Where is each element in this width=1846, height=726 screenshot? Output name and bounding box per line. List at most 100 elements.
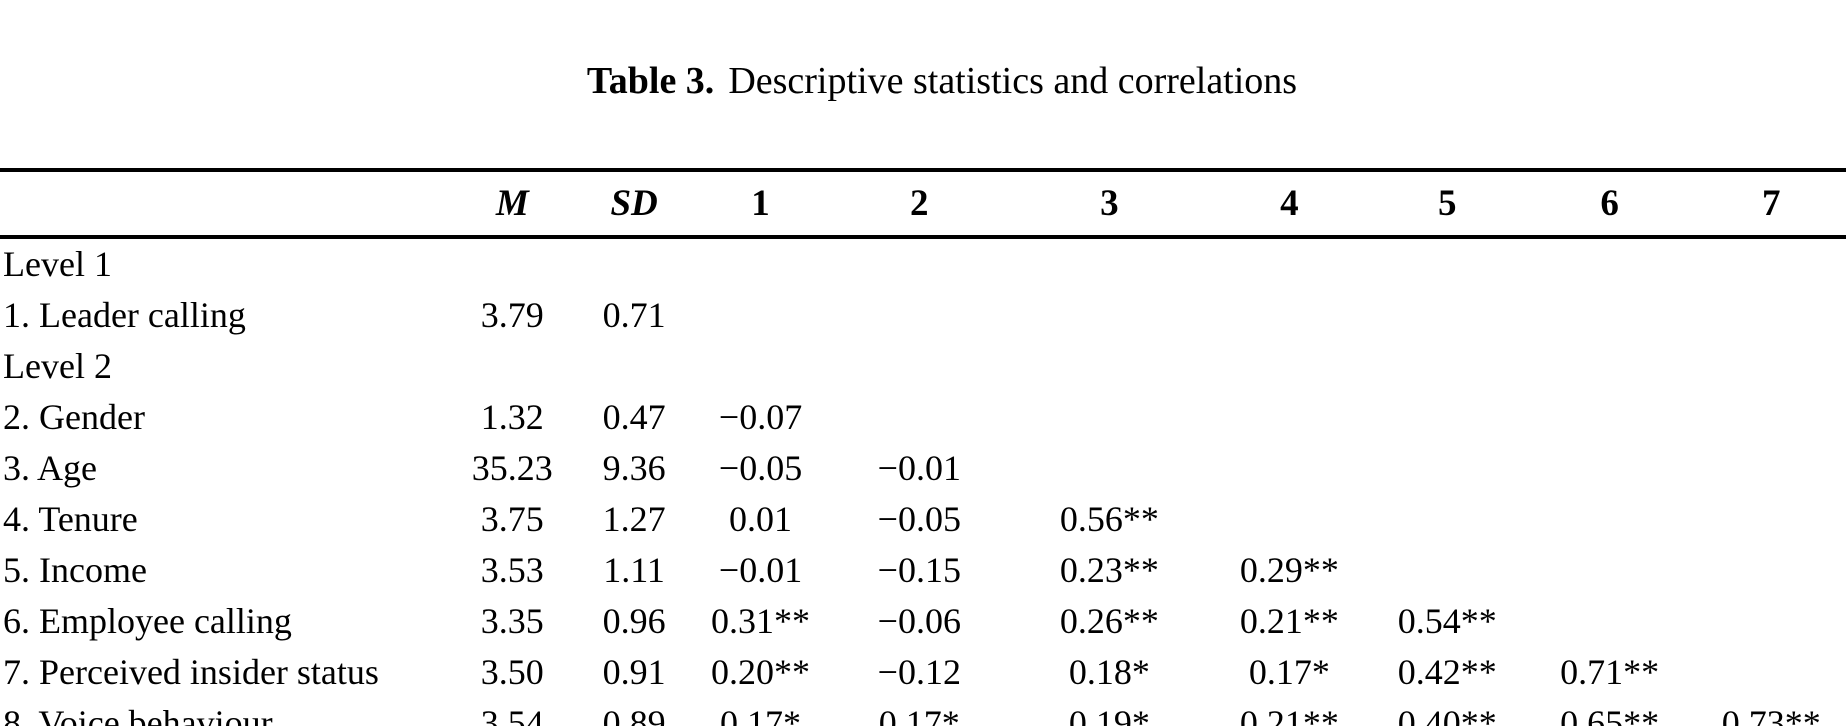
variable-label: 4. Tenure <box>3 499 138 539</box>
value-cell <box>1012 443 1208 494</box>
descriptive-statistics-table: M SD 1 2 3 4 5 6 7 Level 1 1. Leader call… <box>0 168 1846 726</box>
value-cell: −0.01 <box>718 550 803 590</box>
section-label: Level 1 <box>3 244 112 284</box>
value-cell: 3.79 <box>480 295 544 335</box>
value-cell <box>1523 341 1697 392</box>
value-cell <box>1696 392 1846 443</box>
value-cell <box>827 237 1012 290</box>
header-col-6: 6 <box>1600 183 1619 224</box>
value-cell: 0.17* <box>878 703 960 726</box>
table-row: 6. Employee calling 3.35 0.96 0.31** −0.06 0.… <box>0 596 1846 647</box>
value-cell <box>1372 494 1523 545</box>
value-cell <box>1696 341 1846 392</box>
table-row: Level 2 <box>0 341 1846 392</box>
table-row: Level 1 <box>0 237 1846 290</box>
table-row: 2. Gender 1.32 0.47 −0.07 <box>0 392 1846 443</box>
value-cell: −0.05 <box>718 448 803 488</box>
value-cell <box>1523 596 1697 647</box>
value-cell: 0.42** <box>1397 652 1497 692</box>
value-cell: 0.21** <box>1239 601 1339 641</box>
value-cell <box>1012 341 1208 392</box>
value-cell <box>694 341 827 392</box>
value-cell <box>827 392 1012 443</box>
value-cell: 3.53 <box>480 550 544 590</box>
value-cell: 0.17* <box>1248 652 1330 692</box>
table-caption: Table 3. Descriptive statistics and corre… <box>0 6 1846 156</box>
value-cell: −0.12 <box>877 652 961 692</box>
variable-label: 1. Leader calling <box>3 295 246 335</box>
header-empty <box>0 170 450 237</box>
value-cell: 1.27 <box>602 499 666 539</box>
value-cell: 3.75 <box>480 499 544 539</box>
header-row: M SD 1 2 3 4 5 6 7 <box>0 170 1846 237</box>
value-cell: 0.01 <box>729 499 793 539</box>
header-col-5: 5 <box>1437 183 1457 224</box>
value-cell <box>1207 237 1371 290</box>
value-cell <box>827 290 1012 341</box>
value-cell <box>1372 237 1523 290</box>
value-cell: −0.15 <box>877 550 961 590</box>
table-row: 4. Tenure 3.75 1.27 0.01 −0.05 0.56** <box>0 494 1846 545</box>
table-row: 3. Age 35.23 9.36 −0.05 −0.01 <box>0 443 1846 494</box>
value-cell <box>574 237 694 290</box>
value-cell: 0.71** <box>1560 652 1660 692</box>
value-cell <box>1696 545 1846 596</box>
value-cell: 1.11 <box>603 550 665 590</box>
value-cell: 35.23 <box>471 448 553 488</box>
table-caption-number: Table 3. <box>586 60 715 102</box>
value-cell <box>1372 545 1523 596</box>
value-cell <box>1012 290 1208 341</box>
value-cell: 3.50 <box>480 652 544 692</box>
table-body: Level 1 1. Leader calling 3.79 0.71 Level 2 2… <box>0 237 1846 726</box>
section-label: Level 2 <box>3 346 112 386</box>
value-cell: 0.20** <box>711 652 811 692</box>
variable-label: 8. Voice behaviour <box>3 703 273 726</box>
value-cell: 0.26** <box>1059 601 1159 641</box>
value-cell: 0.56** <box>1059 499 1159 539</box>
value-cell <box>1207 443 1371 494</box>
header-col-2: 2 <box>910 183 929 224</box>
value-cell: −0.07 <box>718 397 803 437</box>
value-cell <box>1523 392 1697 443</box>
value-cell: 0.17* <box>720 703 802 726</box>
value-cell <box>1696 647 1846 698</box>
value-cell: 0.71 <box>602 295 666 335</box>
value-cell <box>1207 341 1371 392</box>
value-cell <box>1696 237 1846 290</box>
value-cell: 0.96 <box>602 601 666 641</box>
value-cell: −0.05 <box>877 499 961 539</box>
value-cell: 0.18* <box>1068 652 1150 692</box>
value-cell <box>694 290 827 341</box>
value-cell <box>694 237 827 290</box>
value-cell: 0.19* <box>1068 703 1150 726</box>
value-cell <box>1523 545 1697 596</box>
header-mean: M <box>495 183 529 224</box>
value-cell <box>1696 443 1846 494</box>
table-row: 1. Leader calling 3.79 0.71 <box>0 290 1846 341</box>
value-cell <box>1372 341 1523 392</box>
value-cell <box>450 237 574 290</box>
value-cell <box>1696 290 1846 341</box>
value-cell: 0.73** <box>1721 703 1821 726</box>
value-cell: 9.36 <box>602 448 666 488</box>
value-cell <box>1372 290 1523 341</box>
value-cell <box>1207 392 1371 443</box>
value-cell: 0.21** <box>1239 703 1339 726</box>
value-cell <box>1372 443 1523 494</box>
value-cell: 3.54 <box>480 703 544 726</box>
value-cell <box>1523 290 1697 341</box>
header-col-1: 1 <box>751 183 770 224</box>
value-cell <box>1523 494 1697 545</box>
variable-label: 2. Gender <box>3 397 145 437</box>
value-cell <box>1523 237 1697 290</box>
value-cell: −0.06 <box>877 601 961 641</box>
value-cell <box>1207 290 1371 341</box>
value-cell <box>574 341 694 392</box>
value-cell: 0.89 <box>602 703 666 726</box>
value-cell: 0.23** <box>1059 550 1159 590</box>
variable-label: 5. Income <box>3 550 147 590</box>
table-row: 7. Perceived insider status 3.50 0.91 0.20*… <box>0 647 1846 698</box>
value-cell: 0.91 <box>602 652 666 692</box>
value-cell <box>827 341 1012 392</box>
